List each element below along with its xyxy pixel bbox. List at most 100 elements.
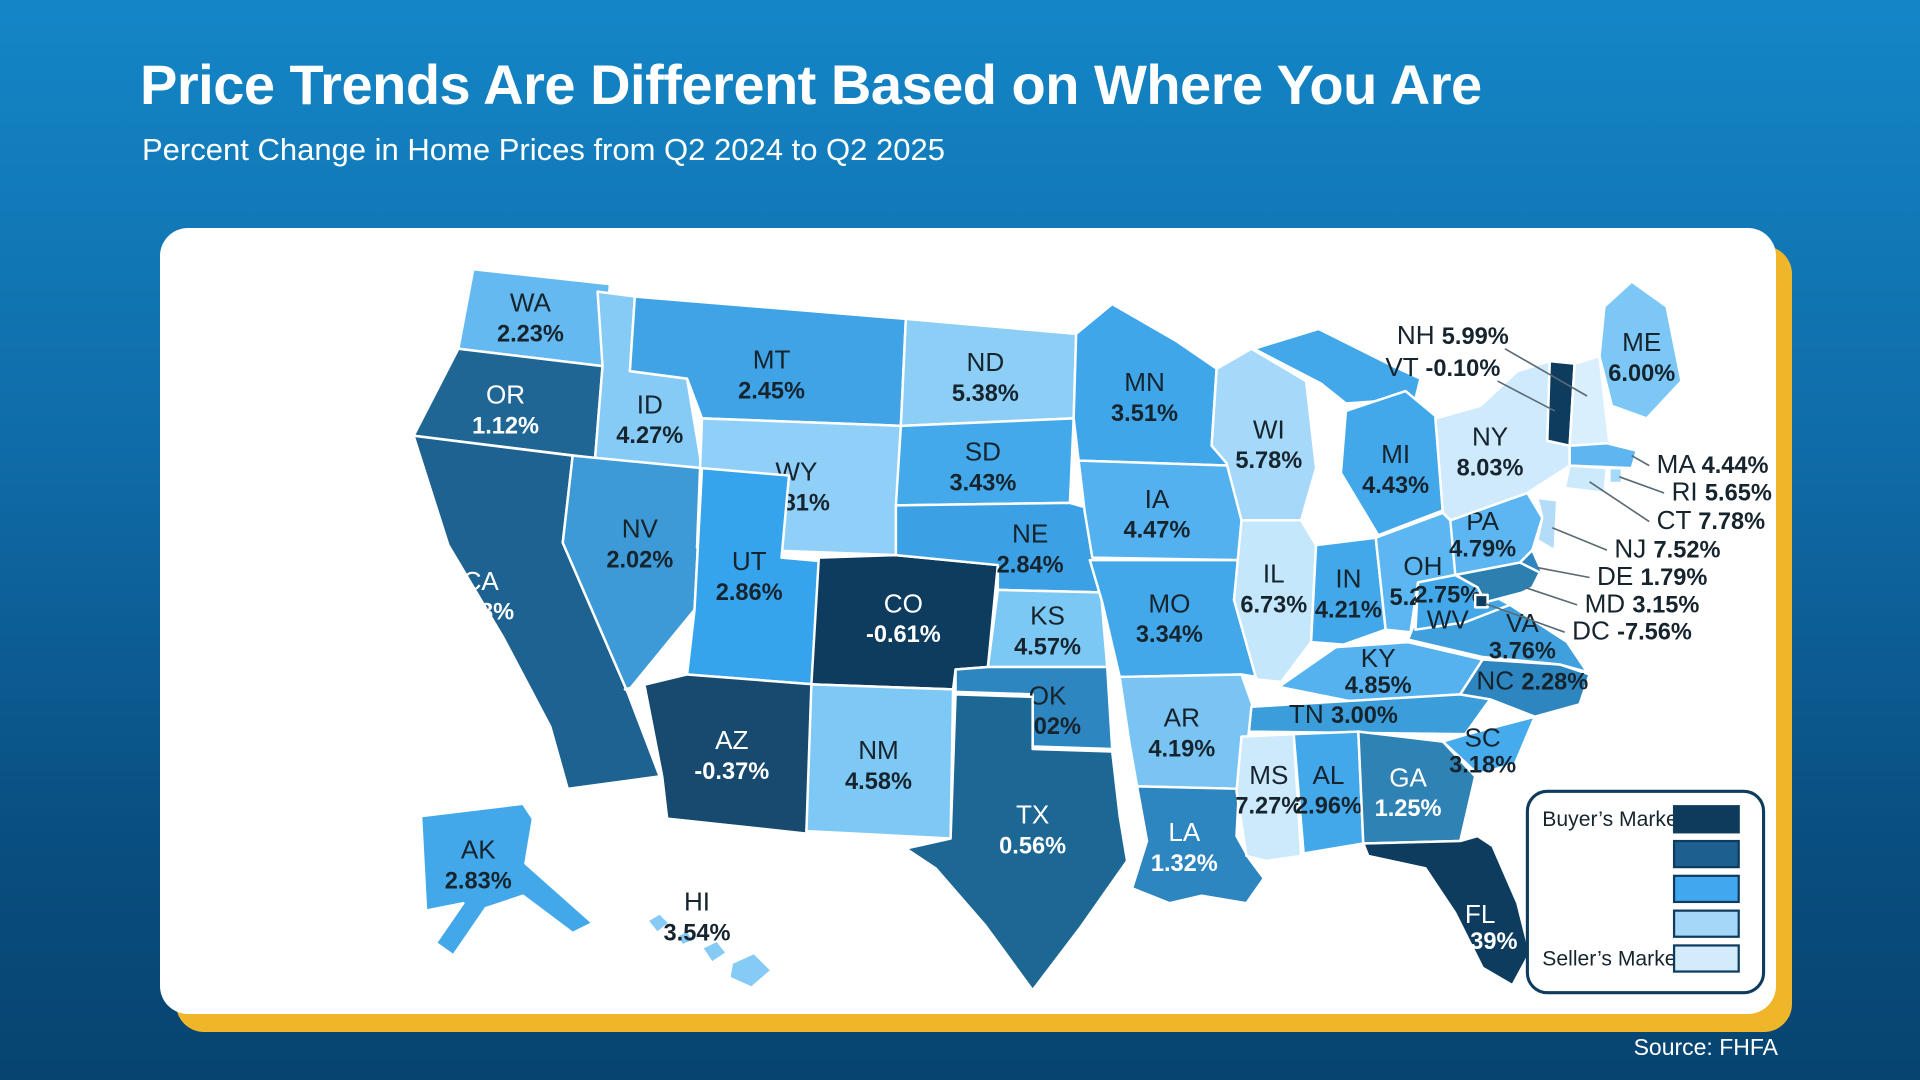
state-UT-value: 2.86% — [716, 580, 783, 606]
state-IN-shape — [1309, 536, 1387, 646]
state-KS-abbr: KS — [1030, 601, 1065, 631]
state-CT-label: CT 7.78% — [1657, 505, 1766, 535]
state-NV: NV 2.02% — [561, 454, 704, 694]
state-AZ-value: -0.37% — [694, 759, 769, 785]
state-AL-abbr: AL — [1313, 760, 1345, 790]
state-MA-label: MA 4.44% — [1657, 449, 1769, 479]
state-MT-value: 2.45% — [738, 378, 805, 404]
state-ID-value: 4.27% — [616, 423, 683, 449]
state-IA-abbr: IA — [1145, 484, 1170, 514]
state-AR: AR 4.19% — [1118, 673, 1256, 791]
state-RI-label: RI 5.65% — [1672, 476, 1772, 506]
state-MN: MN 3.51% — [1072, 302, 1231, 467]
state-SD-value: 3.43% — [949, 470, 1016, 496]
state-GA-value: 1.25% — [1375, 796, 1442, 822]
state-AK-shape — [419, 802, 594, 957]
state-HI-shape — [700, 939, 729, 965]
state-IA: IA 4.47% — [1077, 459, 1248, 562]
state-SD: SD 3.43% — [894, 417, 1075, 507]
state-AL-shape — [1292, 730, 1365, 855]
state-OK-abbr: OK — [1029, 680, 1067, 710]
state-CA-value: 0.38% — [447, 600, 514, 626]
state-RI: RI 5.65% — [1608, 466, 1772, 506]
legend-swatch-4 — [1672, 909, 1740, 938]
state-ND-value: 5.38% — [952, 381, 1019, 407]
state-DC-leader-line — [1484, 602, 1565, 633]
state-DC: DC -7.56% — [1473, 593, 1692, 646]
state-MS-value: 7.27% — [1235, 794, 1302, 820]
state-VA-value: 3.76% — [1489, 638, 1556, 664]
state-SC-value: 3.18% — [1449, 753, 1516, 779]
state-MN-value: 3.51% — [1111, 401, 1178, 427]
state-KS-value: 4.57% — [1014, 635, 1081, 661]
state-AZ-abbr: AZ — [715, 725, 748, 755]
state-MT-abbr: MT — [753, 345, 791, 375]
source-label: Source: FHFA — [1633, 1034, 1778, 1060]
state-SC-shape — [1441, 715, 1537, 776]
state-DE-label: DE 1.79% — [1597, 561, 1707, 591]
page-title: Price Trends Are Different Based on Wher… — [140, 53, 1482, 116]
state-NC-shape — [1459, 658, 1591, 718]
state-DC-shape — [1473, 593, 1489, 609]
state-SC: SC3.18% — [1441, 715, 1537, 779]
state-IN-value: 4.21% — [1315, 597, 1382, 623]
state-ME-abbr: ME — [1622, 327, 1661, 357]
state-WI: WI 5.78% — [1210, 347, 1318, 522]
state-HI-shape — [728, 951, 773, 989]
state-TX-value: 0.56% — [999, 833, 1066, 859]
state-CT: CT 7.78% — [1563, 464, 1766, 535]
state-HI-abbr: HI — [684, 887, 710, 917]
legend-sellers-label: Seller’s Market — [1542, 947, 1682, 970]
state-WV-abbr: WV — [1427, 604, 1470, 634]
state-WI-value: 5.78% — [1235, 448, 1302, 474]
state-VT-leader-line — [1497, 380, 1556, 412]
state-TN-label: TN 3.00% — [1289, 699, 1398, 729]
legend-buyers-label: Buyer’s Market — [1542, 808, 1683, 831]
state-VT-label: VT -0.10% — [1385, 352, 1500, 382]
state-HI-shape — [675, 929, 696, 947]
state-MD-leader-line — [1524, 586, 1578, 606]
state-ME: ME 6.00% — [1598, 280, 1683, 420]
legend-swatch-3 — [1672, 874, 1740, 904]
state-NE-value: 2.84% — [997, 553, 1064, 579]
state-OR-value: 1.12% — [472, 413, 539, 439]
state-IN-abbr: IN — [1335, 563, 1361, 593]
state-KY-value: 4.85% — [1345, 673, 1412, 699]
state-MI-value: 4.43% — [1362, 473, 1429, 499]
state-TX-abbr: TX — [1016, 800, 1049, 830]
state-MD-shape — [1454, 561, 1542, 604]
state-AL: AL 2.96% — [1292, 730, 1365, 855]
state-MI-abbr: MI — [1381, 439, 1410, 469]
state-MI-shape — [1252, 327, 1422, 405]
state-MD: MD 3.15% — [1454, 561, 1700, 618]
state-MI: MI 4.43% — [1252, 327, 1445, 537]
state-NJ-shape — [1536, 496, 1559, 552]
state-WV-value: 2.75% — [1414, 582, 1481, 608]
state-FL: FL-1.39% — [1362, 834, 1532, 987]
legend: Buyer’s Market Seller’s Market — [1525, 789, 1766, 995]
state-NV-shape — [561, 454, 704, 694]
state-SD-abbr: SD — [965, 437, 1001, 467]
state-AL-value: 2.96% — [1295, 794, 1362, 820]
state-MD-label: MD 3.15% — [1585, 588, 1700, 618]
state-MO-shape — [1088, 558, 1258, 679]
state-RI-shape — [1608, 466, 1624, 485]
state-HI-shape — [646, 911, 671, 935]
state-WI-abbr: WI — [1253, 414, 1285, 444]
state-DE-leader-line — [1537, 566, 1590, 579]
state-PA: PA4.79% — [1449, 491, 1544, 577]
state-TX-shape — [904, 693, 1129, 992]
page-subtitle: Percent Change in Home Prices from Q2 20… — [142, 132, 945, 167]
state-AK: AK 2.83% — [419, 802, 594, 957]
state-NJ-leader-line — [1551, 527, 1608, 551]
state-NH-label: NH 5.99% — [1397, 320, 1509, 350]
state-VT: VT -0.10% — [1385, 352, 1576, 447]
state-MA-leader-line — [1631, 454, 1650, 467]
state-AZ: AZ -0.37% — [623, 673, 816, 835]
state-SC-abbr: SC — [1465, 723, 1501, 753]
state-NY-value: 8.03% — [1457, 456, 1524, 482]
state-OH-abbr: OH — [1403, 551, 1442, 581]
state-LA: LA 1.32% — [1130, 785, 1266, 905]
state-ME-value: 6.00% — [1608, 361, 1675, 387]
state-NM-abbr: NM — [858, 735, 899, 765]
